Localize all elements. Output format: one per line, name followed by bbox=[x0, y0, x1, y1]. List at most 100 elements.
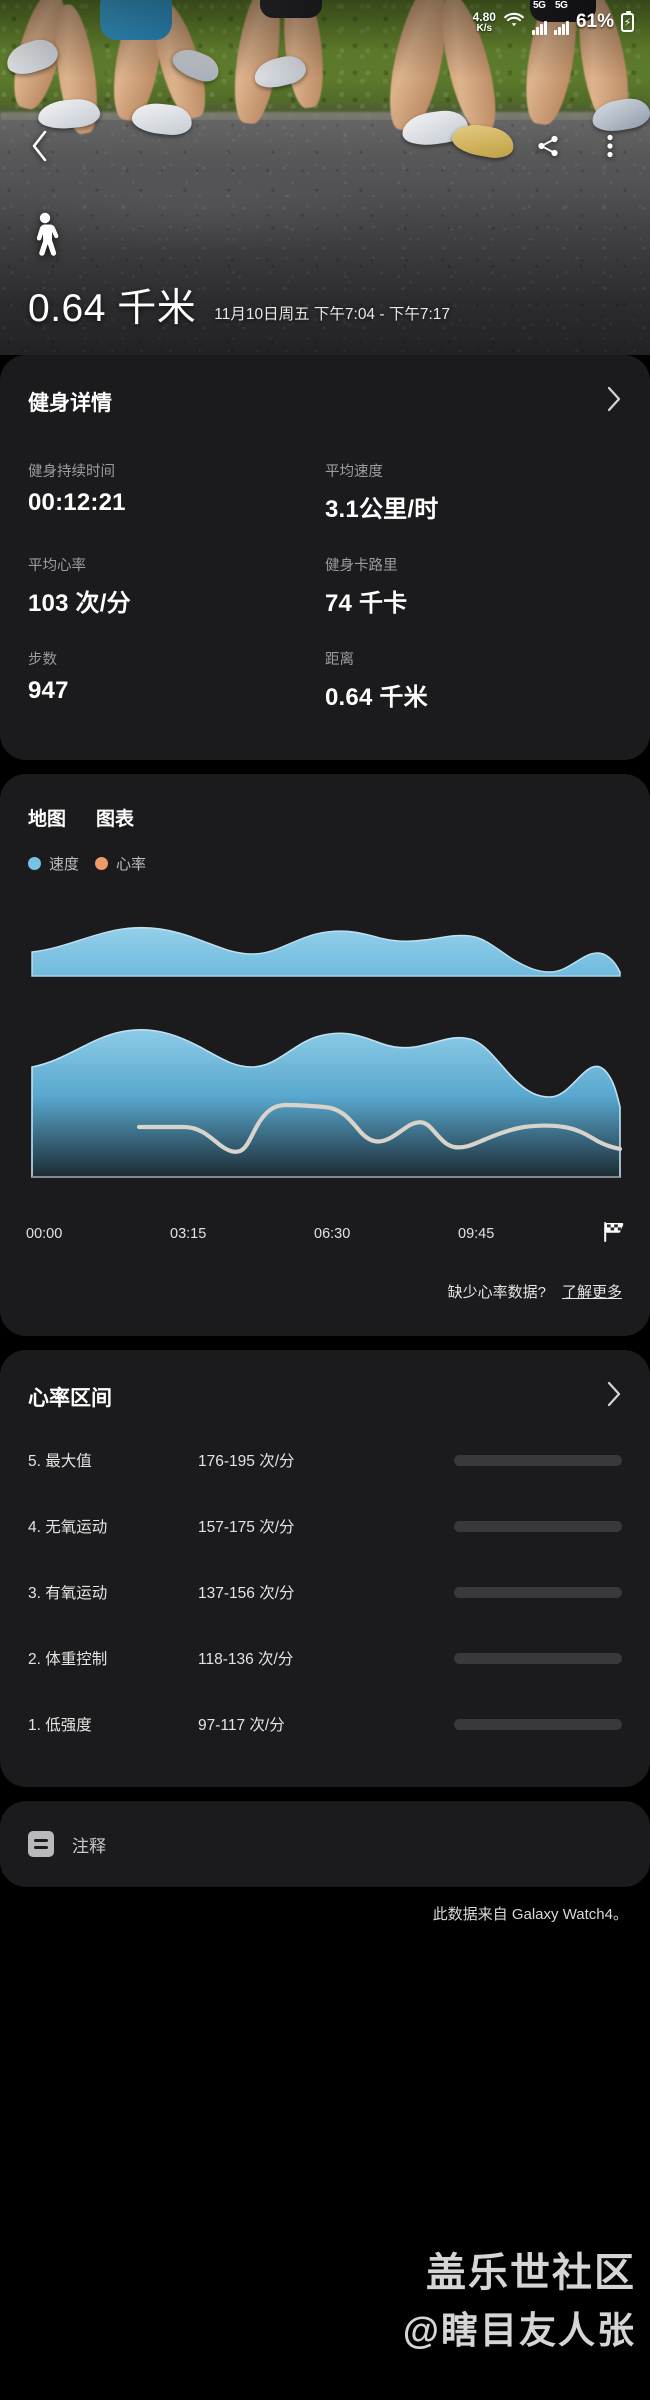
metric-value: 00:12:21 bbox=[28, 489, 126, 516]
zone-name: 2. 体重控制 bbox=[28, 1651, 108, 1668]
total-distance: 0.64 千米 bbox=[28, 287, 197, 330]
metric-label: 平均速度 bbox=[325, 464, 383, 480]
back-button[interactable] bbox=[20, 126, 60, 166]
status-bar: 4.80 K/s 5G 5G 61% bbox=[0, 0, 650, 44]
legend-label-heart-rate: 心率 bbox=[116, 856, 147, 873]
heart-rate-zone-list: 5. 最大值 176-195 次/分 4. 无氧运动 157-175 次/分 3… bbox=[0, 1417, 650, 1787]
zone-name: 5. 最大值 bbox=[28, 1453, 92, 1470]
table-row: 5. 最大值 176-195 次/分 bbox=[28, 1427, 622, 1493]
learn-more-link[interactable]: 了解更多 bbox=[561, 1284, 622, 1301]
chart-tabs[interactable]: 地图 图表 bbox=[0, 774, 650, 831]
table-row: 2. 体重控制 118-136 次/分 bbox=[28, 1625, 622, 1691]
data-source-footer: 此数据来自 Galaxy Watch4。 bbox=[432, 1906, 628, 1923]
legend-item-heart-rate: 心率 bbox=[95, 853, 146, 874]
zone-bar-track bbox=[454, 1520, 622, 1532]
network-speed-unit: K/s bbox=[476, 22, 493, 34]
zone-name: 1. 低强度 bbox=[28, 1717, 92, 1734]
tab-chart[interactable]: 图表 bbox=[96, 809, 135, 830]
signal-icon-1: 5G bbox=[531, 0, 547, 35]
chevron-right-icon[interactable] bbox=[606, 1380, 622, 1413]
x-tick-3: 09:45 bbox=[458, 1226, 495, 1242]
top-navigation-bar bbox=[0, 118, 650, 174]
metric-value: 3.1公里/时 bbox=[325, 496, 439, 523]
notes-label: 注释 bbox=[72, 1836, 106, 1856]
signal-icon-2: 5G bbox=[553, 0, 569, 35]
speed-overview-chart bbox=[31, 926, 621, 977]
missing-hr-text: 缺少心率数据? bbox=[447, 1284, 546, 1301]
network-speed-value: 4.80 bbox=[472, 9, 496, 24]
watermark-community: 盖乐世社区 bbox=[426, 2251, 636, 2295]
zone-range: 97-117 次/分 bbox=[198, 1717, 285, 1734]
legend-item-speed: 速度 bbox=[28, 853, 79, 874]
speed-detail-chart bbox=[31, 1029, 623, 1178]
battery-percent: 61% bbox=[575, 11, 614, 32]
network-speed-indicator: 4.80 K/s bbox=[473, 11, 496, 34]
metric-label: 步数 bbox=[28, 652, 57, 668]
zone-bar-track bbox=[454, 1454, 622, 1466]
hero-summary: 0.64 千米 11月10日周五 下午7:04 - 下午7:17 bbox=[28, 212, 630, 333]
metric-value: 947 bbox=[28, 677, 69, 704]
table-row: 1. 低强度 97-117 次/分 bbox=[28, 1691, 622, 1757]
zone-bar-track bbox=[454, 1652, 622, 1664]
road-background bbox=[0, 120, 650, 355]
zone-range: 176-195 次/分 bbox=[198, 1453, 295, 1470]
share-button[interactable] bbox=[528, 126, 568, 166]
metric-average-speed: 平均速度 3.1公里/时 bbox=[325, 444, 622, 538]
runners-photo bbox=[0, 0, 650, 355]
zone-range: 118-136 次/分 bbox=[198, 1651, 294, 1668]
metric-row: 步数 947 距离 0.64 千米 bbox=[28, 632, 622, 726]
wifi-icon bbox=[503, 11, 525, 34]
metric-label: 健身卡路里 bbox=[325, 558, 398, 574]
metric-calories: 健身卡路里 74 千卡 bbox=[325, 538, 622, 632]
chevron-right-icon[interactable] bbox=[606, 385, 622, 418]
missing-heart-rate-note: 缺少心率数据? 了解更多 bbox=[0, 1247, 650, 1336]
zone-name: 4. 无氧运动 bbox=[28, 1519, 108, 1536]
chart-x-axis: 00:00 03:15 06:30 09:45 bbox=[0, 1211, 650, 1247]
runner-shorts bbox=[260, 0, 322, 18]
runner-shorts bbox=[530, 0, 596, 22]
metric-distance: 距离 0.64 千米 bbox=[325, 632, 622, 726]
zone-bar-track bbox=[454, 1586, 622, 1598]
more-options-button[interactable] bbox=[590, 126, 630, 166]
metric-label: 距离 bbox=[325, 652, 354, 668]
legend-dot-speed bbox=[28, 857, 41, 870]
heart-rate-zones-title: 心率区间 bbox=[28, 1386, 112, 1410]
walking-person-icon bbox=[28, 212, 630, 267]
metric-label: 健身持续时间 bbox=[28, 464, 115, 480]
heart-rate-zones-card[interactable]: 心率区间 5. 最大值 176-195 次/分 4. 无氧运动 157-175 … bbox=[0, 1350, 650, 1787]
zone-range: 137-156 次/分 bbox=[198, 1585, 295, 1602]
metric-value: 103 次/分 bbox=[28, 590, 131, 617]
zone-name: 3. 有氧运动 bbox=[28, 1585, 108, 1602]
metric-duration: 健身持续时间 00:12:21 bbox=[28, 444, 325, 538]
notes-row[interactable]: 注释 bbox=[0, 1801, 650, 1887]
metric-row: 平均心率 103 次/分 健身卡路里 74 千卡 bbox=[28, 538, 622, 632]
workout-hero-header: 4.80 K/s 5G 5G 61% bbox=[0, 0, 650, 355]
table-row: 3. 有氧运动 137-156 次/分 bbox=[28, 1559, 622, 1625]
table-row: 4. 无氧运动 157-175 次/分 bbox=[28, 1493, 622, 1559]
legend-label-speed: 速度 bbox=[49, 856, 80, 873]
metric-value: 74 千卡 bbox=[325, 590, 408, 617]
fitness-details-title: 健身详情 bbox=[28, 391, 112, 415]
workout-datetime: 11月10日周五 下午7:04 - 下午7:17 bbox=[214, 306, 450, 323]
metric-value: 0.64 千米 bbox=[325, 684, 428, 711]
metric-steps: 步数 947 bbox=[28, 632, 325, 726]
charts-container bbox=[0, 874, 650, 1211]
metric-row: 健身持续时间 00:12:21 平均速度 3.1公里/时 bbox=[28, 444, 622, 538]
x-tick-2: 06:30 bbox=[314, 1226, 351, 1242]
metric-average-heart-rate: 平均心率 103 次/分 bbox=[28, 538, 325, 632]
legend-dot-heart-rate bbox=[95, 857, 109, 870]
signal-label-2: 5G bbox=[554, 0, 568, 11]
watermark-user: @瞎目友人张 bbox=[402, 2310, 636, 2351]
checkered-flag-icon bbox=[602, 1221, 626, 1247]
signal-label-1: 5G bbox=[532, 0, 546, 11]
zone-range: 157-175 次/分 bbox=[198, 1519, 295, 1536]
fitness-details-card[interactable]: 健身详情 健身持续时间 00:12:21 平均速度 3.1公里/时 平均心率 1… bbox=[0, 355, 650, 760]
zone-bar-track bbox=[454, 1718, 622, 1730]
fitness-details-header[interactable]: 健身详情 bbox=[0, 355, 650, 422]
hero-scrim bbox=[0, 0, 650, 355]
tab-map[interactable]: 地图 bbox=[28, 809, 67, 830]
runner-shorts bbox=[100, 0, 172, 40]
x-tick-1: 03:15 bbox=[170, 1226, 207, 1242]
battery-charging-icon bbox=[621, 10, 634, 32]
heart-rate-zones-header[interactable]: 心率区间 bbox=[0, 1350, 650, 1417]
